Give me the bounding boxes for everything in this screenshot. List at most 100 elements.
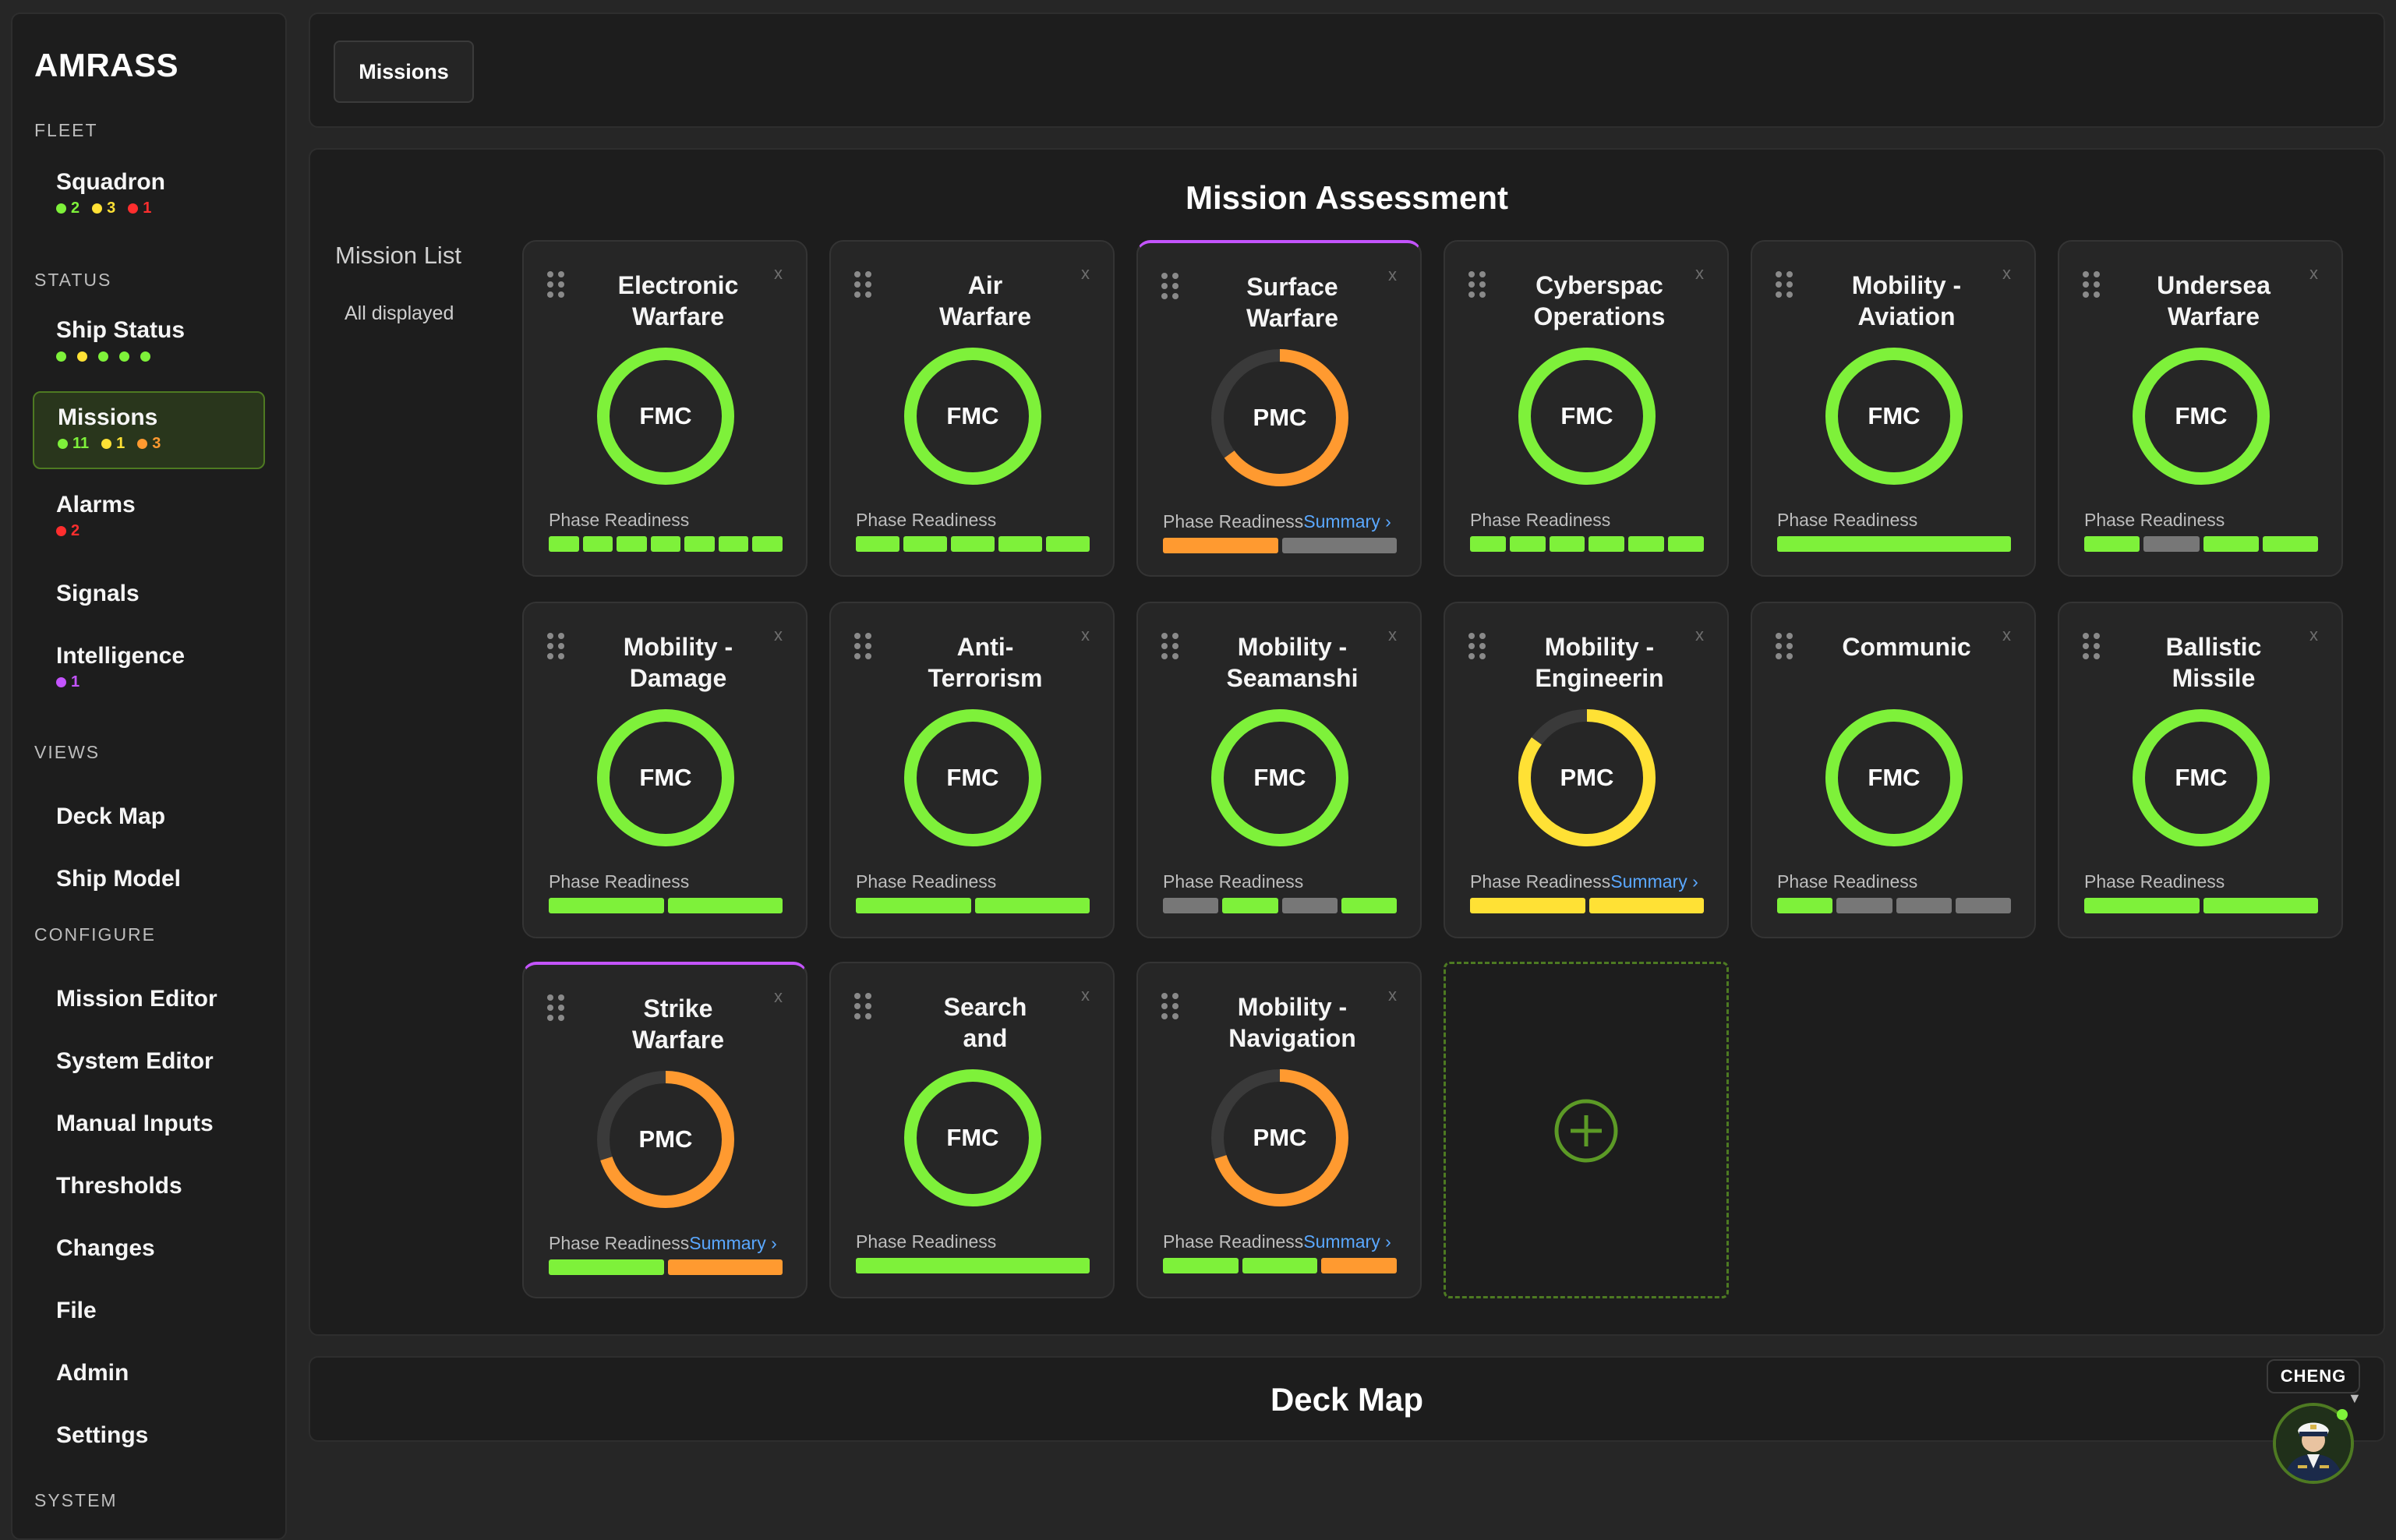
- drag-handle-icon[interactable]: [1161, 993, 1182, 1019]
- mission-list-title[interactable]: Mission List: [335, 242, 461, 269]
- close-icon[interactable]: x: [1081, 263, 1090, 283]
- deck-map-panel[interactable]: Deck Map: [309, 1356, 2385, 1442]
- close-icon[interactable]: x: [1695, 263, 1704, 283]
- mission-card[interactable]: x Undersea Warfare FMC Phase Readiness: [2058, 240, 2343, 577]
- mission-card-title: Undersea Warfare: [2157, 271, 2271, 330]
- drag-handle-icon[interactable]: [2083, 633, 2103, 659]
- sidebar-item-missions[interactable]: Missions 11 1 3: [33, 391, 265, 469]
- close-icon[interactable]: x: [2309, 263, 2318, 283]
- drag-handle-icon[interactable]: [1776, 633, 1796, 659]
- mission-card[interactable]: x Mobility - Damage FMC Phase Readiness: [522, 602, 808, 938]
- sidebar-item-manual-inputs[interactable]: Manual Inputs: [33, 1110, 265, 1138]
- mission-card[interactable]: x Air Warfare FMC Phase Readiness: [829, 240, 1115, 577]
- mission-card[interactable]: x Mobility - Seamanshi FMC Phase Readines…: [1136, 602, 1422, 938]
- phase-readiness-label: Phase ReadinessSummary ›: [1163, 1231, 1391, 1252]
- readiness-status: PMC: [638, 1125, 693, 1153]
- close-icon[interactable]: x: [1388, 265, 1397, 284]
- mission-card[interactable]: x Search and FMC Phase Readiness: [829, 962, 1115, 1298]
- user-name-badge[interactable]: CHENG: [2267, 1359, 2360, 1393]
- close-icon[interactable]: x: [774, 987, 783, 1006]
- sidebar: AMRASS FLEET Squadron 2 3 1 STATUS Ship …: [11, 12, 287, 1540]
- mission-card[interactable]: x Anti- Terrorism FMC Phase Readiness: [829, 602, 1115, 938]
- sidebar-item-mission-editor[interactable]: Mission Editor: [33, 985, 265, 1013]
- add-mission-button[interactable]: [1444, 962, 1729, 1298]
- phase-readiness-label: Phase Readiness: [549, 871, 690, 892]
- sidebar-item-changes[interactable]: Changes: [33, 1234, 265, 1263]
- drag-handle-icon[interactable]: [1468, 271, 1489, 298]
- mission-card[interactable]: x Mobility - Engineerin PMC Phase Readine…: [1444, 602, 1729, 938]
- close-icon[interactable]: x: [1081, 625, 1090, 645]
- status-dots: [56, 348, 265, 365]
- mission-card-title: Anti- Terrorism: [928, 633, 1043, 692]
- drag-handle-icon[interactable]: [854, 993, 875, 1019]
- phase-bar-segment: [974, 898, 1090, 913]
- sidebar-item-label: Deck Map: [56, 804, 166, 829]
- sidebar-item-label: File: [56, 1298, 97, 1323]
- mission-list-filter: All displayed: [345, 302, 454, 324]
- mission-card[interactable]: x Surface Warfare PMC Phase ReadinessSumm…: [1136, 240, 1422, 577]
- sidebar-item-thresholds[interactable]: Thresholds: [33, 1172, 265, 1200]
- sidebar-item-system-editor[interactable]: System Editor: [33, 1047, 265, 1076]
- phase-bar-segment: [549, 536, 579, 552]
- deck-map-title: Deck Map: [1270, 1381, 1424, 1418]
- phase-bar-segment: [2262, 536, 2318, 552]
- tab-missions[interactable]: Missions: [334, 41, 474, 103]
- phase-bar-segment: [650, 536, 681, 552]
- drag-handle-icon[interactable]: [1468, 633, 1489, 659]
- mission-card[interactable]: x Communic FMC Phase Readiness: [1751, 602, 2036, 938]
- close-icon[interactable]: x: [774, 625, 783, 645]
- drag-handle-icon[interactable]: [1161, 273, 1182, 299]
- mission-card-title: Electronic Warfare: [617, 271, 739, 330]
- close-icon[interactable]: x: [2002, 263, 2011, 283]
- summary-link[interactable]: Summary ›: [1303, 511, 1391, 532]
- readiness-status: FMC: [946, 1124, 999, 1151]
- sidebar-item-file[interactable]: File: [33, 1297, 265, 1325]
- sidebar-item-admin[interactable]: Admin: [33, 1359, 265, 1387]
- sidebar-item-label: Intelligence: [56, 643, 186, 669]
- phase-bar-segment: [2203, 898, 2318, 913]
- drag-handle-icon[interactable]: [547, 271, 567, 298]
- sidebar-item-intelligence[interactable]: Intelligence 1: [33, 642, 265, 691]
- drag-handle-icon[interactable]: [1776, 271, 1796, 298]
- mission-card[interactable]: x Electronic Warfare FMC Phase Readiness: [522, 240, 808, 577]
- sidebar-item-squadron[interactable]: Squadron 2 3 1: [33, 168, 265, 217]
- phase-readiness-bars: [1163, 538, 1397, 553]
- readiness-ring: [597, 1071, 734, 1208]
- drag-handle-icon[interactable]: [854, 633, 875, 659]
- close-icon[interactable]: x: [2309, 625, 2318, 645]
- sidebar-item-label: Manual Inputs: [56, 1111, 214, 1136]
- drag-handle-icon[interactable]: [1161, 633, 1182, 659]
- close-icon[interactable]: x: [1388, 985, 1397, 1005]
- mission-card[interactable]: x Ballistic Missile FMC Phase Readiness: [2058, 602, 2343, 938]
- summary-link[interactable]: Summary ›: [1610, 871, 1698, 892]
- close-icon[interactable]: x: [2002, 625, 2011, 645]
- sidebar-item-deck-map[interactable]: Deck Map: [33, 803, 265, 831]
- mission-card[interactable]: x Cyberspac Operations FMC Phase Readines…: [1444, 240, 1729, 577]
- phase-readiness-label: Phase ReadinessSummary ›: [1470, 871, 1698, 892]
- sidebar-item-ship-model[interactable]: Ship Model: [33, 865, 265, 893]
- sidebar-item-label: System Editor: [56, 1048, 214, 1074]
- readiness-ring: [597, 348, 734, 485]
- mission-card[interactable]: x Mobility - Navigation PMC Phase Readine…: [1136, 962, 1422, 1298]
- phase-bar-segment: [951, 536, 995, 552]
- sidebar-item-label: Admin: [56, 1360, 129, 1386]
- drag-handle-icon[interactable]: [2083, 271, 2103, 298]
- summary-link[interactable]: Summary ›: [689, 1233, 777, 1253]
- sidebar-item-settings[interactable]: Settings: [33, 1422, 265, 1450]
- sidebar-item-ship-status[interactable]: Ship Status: [33, 316, 265, 365]
- drag-handle-icon[interactable]: [547, 633, 567, 659]
- close-icon[interactable]: x: [1388, 625, 1397, 645]
- drag-handle-icon[interactable]: [547, 994, 567, 1021]
- sidebar-item-signals[interactable]: Signals: [33, 580, 265, 608]
- mission-card[interactable]: x Mobility - Aviation FMC Phase Readiness: [1751, 240, 2036, 577]
- drag-handle-icon[interactable]: [854, 271, 875, 298]
- chevron-down-icon[interactable]: ▼: [2348, 1390, 2362, 1406]
- close-icon[interactable]: x: [1695, 625, 1704, 645]
- phase-bar-segment: [1163, 538, 1278, 553]
- mission-card[interactable]: x Strike Warfare PMC Phase ReadinessSumma…: [522, 962, 808, 1298]
- sidebar-item-alarms[interactable]: Alarms 2: [33, 491, 265, 539]
- close-icon[interactable]: x: [1081, 985, 1090, 1005]
- summary-link[interactable]: Summary ›: [1303, 1231, 1391, 1252]
- close-icon[interactable]: x: [774, 263, 783, 283]
- status-counts: 2 3 1: [56, 200, 265, 217]
